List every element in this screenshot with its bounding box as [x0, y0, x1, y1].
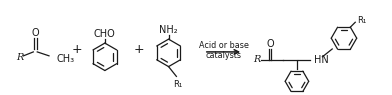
Text: R₁: R₁: [357, 16, 367, 25]
Text: R₁: R₁: [173, 80, 182, 89]
Text: +: +: [134, 43, 145, 56]
Text: Acid or base: Acid or base: [198, 41, 249, 50]
Text: R: R: [16, 53, 23, 62]
Text: O: O: [31, 28, 39, 38]
Text: +: +: [71, 43, 82, 56]
Text: O: O: [266, 39, 274, 49]
Text: catalysts: catalysts: [205, 51, 241, 60]
Text: NH₂: NH₂: [159, 25, 178, 35]
Text: R: R: [253, 55, 260, 64]
Text: CH₃: CH₃: [57, 54, 75, 64]
Text: CHO: CHO: [94, 29, 116, 39]
Text: HN: HN: [314, 55, 328, 65]
